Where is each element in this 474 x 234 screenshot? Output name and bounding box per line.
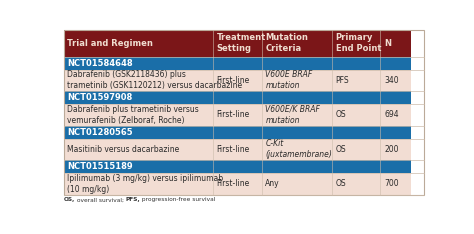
Text: Dabrafenib plus trametinib versus
vemurafenib (Zelboraf, Roche): Dabrafenib plus trametinib versus vemura… xyxy=(67,105,199,125)
Text: progression-free survival: progression-free survival xyxy=(140,197,216,202)
Bar xyxy=(213,69,262,91)
Bar xyxy=(332,69,381,91)
Text: N: N xyxy=(384,39,391,48)
Text: OS,: OS, xyxy=(64,197,75,202)
Text: NCT01584648: NCT01584648 xyxy=(67,58,133,68)
Bar xyxy=(262,69,332,91)
Bar xyxy=(64,126,213,139)
Text: OS: OS xyxy=(336,179,346,188)
Bar xyxy=(262,104,332,126)
Bar xyxy=(332,91,381,104)
Bar xyxy=(381,160,411,173)
Bar xyxy=(262,30,332,57)
Bar xyxy=(64,91,213,104)
Text: V600E BRAF
mutation: V600E BRAF mutation xyxy=(265,70,312,90)
Bar xyxy=(332,126,381,139)
Bar xyxy=(381,57,411,69)
Bar xyxy=(64,57,213,69)
Bar xyxy=(213,173,262,195)
Bar xyxy=(64,139,213,160)
Bar xyxy=(64,69,213,91)
Text: Masitinib versus dacarbazine: Masitinib versus dacarbazine xyxy=(67,145,180,154)
Text: 200: 200 xyxy=(384,145,399,154)
Text: PFS,: PFS, xyxy=(126,197,140,202)
Text: Any: Any xyxy=(265,179,280,188)
Text: Primary
End Point: Primary End Point xyxy=(336,33,381,53)
Text: First-line: First-line xyxy=(217,179,250,188)
Text: Trial and Regimen: Trial and Regimen xyxy=(67,39,153,48)
Bar xyxy=(213,91,262,104)
Text: First-line: First-line xyxy=(217,145,250,154)
Bar xyxy=(381,69,411,91)
Bar xyxy=(381,30,411,57)
Text: overall survival;: overall survival; xyxy=(75,197,126,202)
Bar xyxy=(262,139,332,160)
Bar xyxy=(332,139,381,160)
Bar xyxy=(213,57,262,69)
Text: NCT01515189: NCT01515189 xyxy=(67,162,133,171)
Bar xyxy=(64,160,213,173)
Bar xyxy=(213,104,262,126)
Bar xyxy=(262,126,332,139)
Bar xyxy=(262,57,332,69)
Bar xyxy=(332,160,381,173)
Text: 340: 340 xyxy=(384,76,399,85)
Bar xyxy=(381,139,411,160)
Text: PFS: PFS xyxy=(336,76,349,85)
Bar xyxy=(332,30,381,57)
Text: V600E/K BRAF
mutation: V600E/K BRAF mutation xyxy=(265,105,320,125)
Bar xyxy=(213,126,262,139)
Text: C-Kit
(juxtamembrane): C-Kit (juxtamembrane) xyxy=(265,139,332,160)
Bar xyxy=(262,160,332,173)
Text: Treatment
Setting: Treatment Setting xyxy=(217,33,266,53)
Bar xyxy=(381,104,411,126)
Text: Mutation
Criteria: Mutation Criteria xyxy=(265,33,308,53)
Bar xyxy=(262,173,332,195)
Text: NCT01280565: NCT01280565 xyxy=(67,128,133,137)
Bar xyxy=(213,139,262,160)
Text: OS: OS xyxy=(336,145,346,154)
Bar xyxy=(332,57,381,69)
Bar xyxy=(213,30,262,57)
Text: Dabrafenib (GSK2118436) plus
trametinib (GSK1120212) versus dacarbazine: Dabrafenib (GSK2118436) plus trametinib … xyxy=(67,70,243,90)
Text: 700: 700 xyxy=(384,179,399,188)
Bar xyxy=(381,126,411,139)
Text: 694: 694 xyxy=(384,110,399,119)
Bar xyxy=(64,104,213,126)
Bar xyxy=(64,173,213,195)
Text: First-line: First-line xyxy=(217,110,250,119)
Text: First-line: First-line xyxy=(217,76,250,85)
Bar xyxy=(64,30,213,57)
Text: NCT01597908: NCT01597908 xyxy=(67,93,133,102)
Bar xyxy=(381,173,411,195)
Bar xyxy=(213,160,262,173)
Bar xyxy=(381,91,411,104)
Bar xyxy=(332,173,381,195)
Text: Ipilimumab (3 mg/kg) versus ipilimumab
(10 mg/kg): Ipilimumab (3 mg/kg) versus ipilimumab (… xyxy=(67,174,223,194)
Text: OS: OS xyxy=(336,110,346,119)
Bar xyxy=(332,104,381,126)
Bar xyxy=(262,91,332,104)
